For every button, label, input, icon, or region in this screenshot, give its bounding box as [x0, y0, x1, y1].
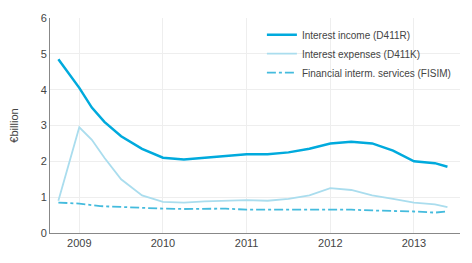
- svg-text:2010: 2010: [151, 237, 175, 249]
- svg-text:2009: 2009: [67, 237, 91, 249]
- svg-text:1: 1: [41, 191, 47, 203]
- svg-text:2013: 2013: [402, 237, 426, 249]
- svg-text:6: 6: [41, 12, 47, 24]
- svg-text:2011: 2011: [235, 237, 259, 249]
- svg-text:€billion: €billion: [8, 108, 20, 142]
- svg-text:0: 0: [41, 227, 47, 239]
- svg-text:Interest income (D411R): Interest income (D411R): [302, 30, 410, 41]
- svg-text:3: 3: [41, 119, 47, 131]
- svg-text:2: 2: [41, 155, 47, 167]
- svg-text:Financial interm. services (FI: Financial interm. services (FISIM): [302, 68, 451, 79]
- svg-text:5: 5: [41, 48, 47, 60]
- svg-text:4: 4: [41, 84, 47, 96]
- svg-text:Interest expenses (D411K): Interest expenses (D411K): [302, 49, 420, 60]
- svg-text:2012: 2012: [318, 237, 342, 249]
